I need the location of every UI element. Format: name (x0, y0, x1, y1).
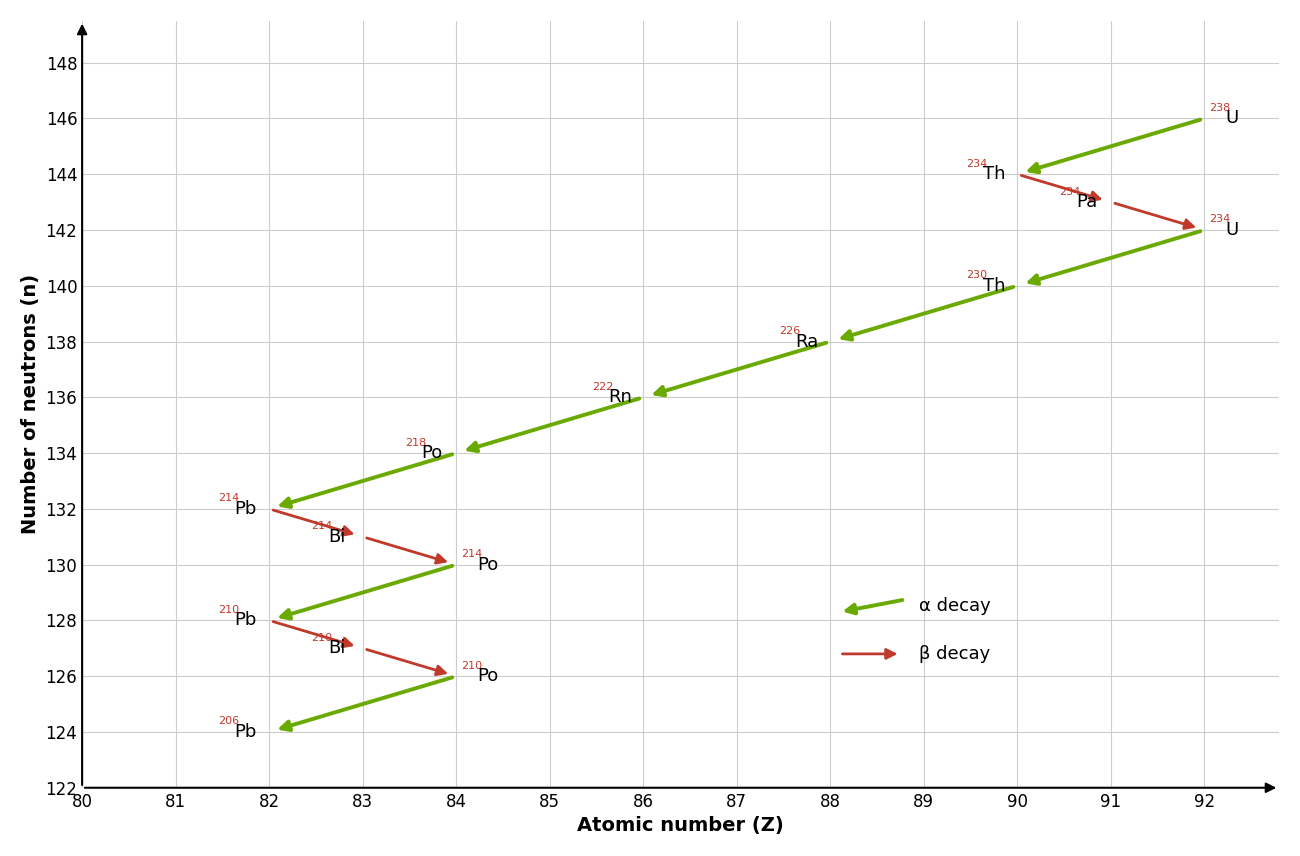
Text: 214: 214 (311, 521, 333, 532)
Text: β decay: β decay (919, 645, 991, 663)
Text: Pb: Pb (234, 611, 257, 629)
Text: Po: Po (477, 556, 499, 574)
Text: 214: 214 (217, 493, 239, 503)
Text: Pa: Pa (1076, 193, 1097, 211)
X-axis label: Atomic number (Z): Atomic number (Z) (577, 816, 784, 835)
Text: 210: 210 (462, 661, 482, 670)
Text: U: U (1226, 221, 1239, 239)
Text: Po: Po (421, 444, 443, 462)
Text: Bi: Bi (328, 639, 346, 657)
Text: 210: 210 (311, 633, 333, 643)
Text: 230: 230 (966, 270, 987, 280)
Text: Rn: Rn (608, 389, 633, 407)
Y-axis label: Number of neutrons (n): Number of neutrons (n) (21, 274, 40, 534)
Text: 218: 218 (404, 437, 426, 448)
Text: 238: 238 (1209, 103, 1230, 113)
Text: Th: Th (983, 165, 1005, 183)
Text: Pb: Pb (234, 500, 257, 518)
Text: 226: 226 (779, 326, 800, 336)
Text: Bi: Bi (328, 528, 346, 546)
Text: 210: 210 (217, 605, 239, 615)
Text: 234: 234 (1209, 214, 1230, 224)
Text: Th: Th (983, 276, 1005, 294)
Text: 234: 234 (1060, 187, 1080, 197)
Text: 214: 214 (462, 549, 482, 559)
Text: α decay: α decay (919, 597, 991, 615)
Text: Ra: Ra (796, 332, 819, 351)
Text: 222: 222 (592, 382, 614, 392)
Text: U: U (1226, 110, 1239, 128)
Text: Pb: Pb (234, 723, 257, 741)
Text: 206: 206 (217, 716, 239, 727)
Text: Po: Po (477, 667, 499, 685)
Text: 234: 234 (966, 158, 987, 169)
